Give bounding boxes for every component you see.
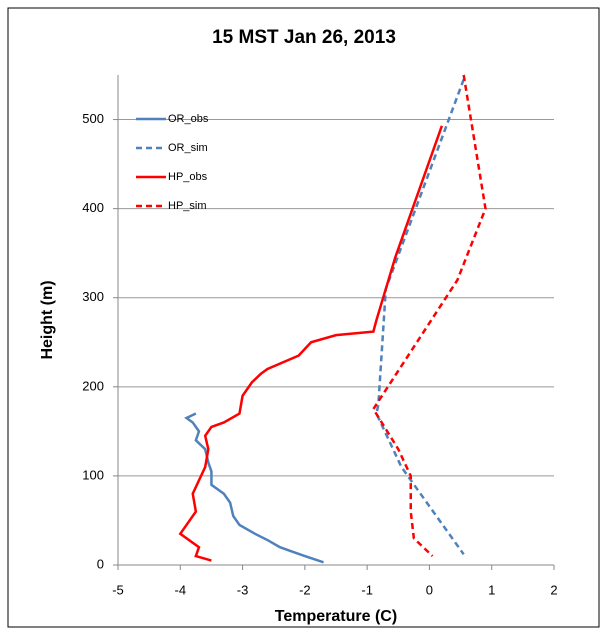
legend-label: OR_obs	[168, 113, 209, 125]
series-line	[375, 79, 465, 556]
legend-label: OR_sim	[168, 142, 208, 154]
legend-label: HP_sim	[168, 200, 207, 212]
x-tick-label: 1	[488, 582, 495, 597]
y-tick-label: 100	[82, 467, 104, 482]
chart-frame	[7, 7, 600, 628]
x-tick-label: -4	[175, 582, 187, 597]
x-tick-label: -2	[299, 582, 311, 597]
y-tick-label: 500	[82, 111, 104, 126]
x-tick-label: -3	[237, 582, 249, 597]
y-tick-label: 300	[82, 289, 104, 304]
x-tick-label: -1	[361, 582, 373, 597]
x-tick-label: 0	[426, 582, 433, 597]
series-line	[178, 125, 444, 562]
chart-title: 15 MST Jan 26, 2013	[212, 27, 396, 48]
y-tick-label: 200	[82, 378, 104, 393]
x-tick-label: -5	[112, 582, 124, 597]
y-tick-label: 0	[97, 556, 104, 571]
y-axis-label: Height (m)	[39, 280, 56, 359]
series-line	[184, 412, 324, 564]
y-tick-label: 400	[82, 200, 104, 215]
series-line	[371, 74, 487, 557]
x-axis-label: Temperature (C)	[275, 608, 397, 625]
x-tick-label: 2	[550, 582, 557, 597]
legend-label: HP_obs	[168, 171, 208, 183]
